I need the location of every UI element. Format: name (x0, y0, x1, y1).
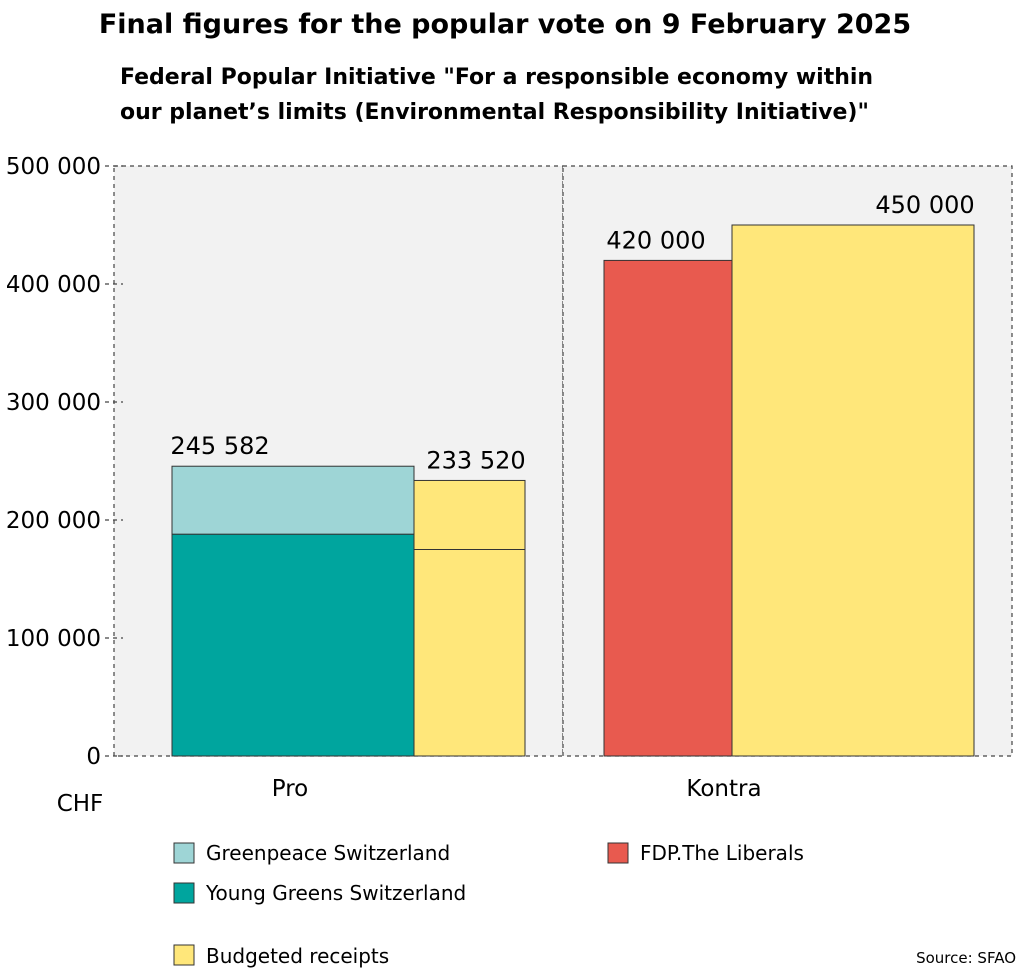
bar-budgeted-receipts-kontra (731, 224, 975, 757)
data-label-pro-budget: 233 520 (426, 446, 525, 474)
y-tick-label: 200 000 (6, 508, 101, 534)
y-axis-tick-labels: 0 100 000 200 000 300 000 400 000 500 00… (6, 154, 101, 770)
chart-subtitle-line-1: Federal Popular Initiative "For a respon… (120, 65, 873, 90)
legend-label: Budgeted receipts (206, 944, 389, 968)
y-axis-tick-marks (105, 165, 123, 757)
y-tick-label: 100 000 (6, 626, 101, 652)
y-tick-label: 300 000 (6, 390, 101, 416)
y-tick-label: 500 000 (6, 154, 101, 180)
x-category-label-pro: Pro (272, 776, 309, 802)
data-label-pro-total: 245 582 (170, 432, 269, 460)
data-label-kontra-fdp: 420 000 (606, 226, 705, 254)
y-tick-label: 400 000 (6, 272, 101, 298)
bars (171, 224, 975, 757)
legend-item-budgeted-receipts: Budgeted receipts (173, 944, 389, 968)
x-category-label-kontra: Kontra (686, 776, 761, 802)
legend-item-young-greens: Young Greens Switzerland (173, 881, 466, 905)
legend-swatch (173, 944, 195, 966)
legend-label: Young Greens Switzerland (205, 881, 466, 905)
legend-swatch (173, 882, 195, 904)
chart-subtitle-line-2: our planet’s limits (Environmental Respo… (120, 100, 869, 125)
legend-swatch (173, 842, 195, 864)
bar-young-greens-switzerland (171, 533, 415, 757)
data-label-kontra-budget: 450 000 (875, 191, 974, 219)
legend-label: FDP.The Liberals (640, 841, 804, 865)
source-note: Source: SFAO (916, 949, 1016, 967)
unit-label: CHF (57, 791, 104, 817)
bar-budgeted-receipts-pro (413, 479, 526, 757)
bar-greenpeace-switzerland (171, 465, 415, 535)
y-tick-label: 0 (86, 744, 101, 770)
legend-item-greenpeace: Greenpeace Switzerland (173, 841, 450, 865)
chart-title: Final figures for the popular vote on 9 … (99, 9, 911, 40)
legend-label: Greenpeace Switzerland (206, 841, 450, 865)
legend-swatch (607, 842, 629, 864)
legend: Greenpeace Switzerland Young Greens Swit… (173, 841, 804, 968)
legend-item-fdp: FDP.The Liberals (607, 841, 804, 865)
